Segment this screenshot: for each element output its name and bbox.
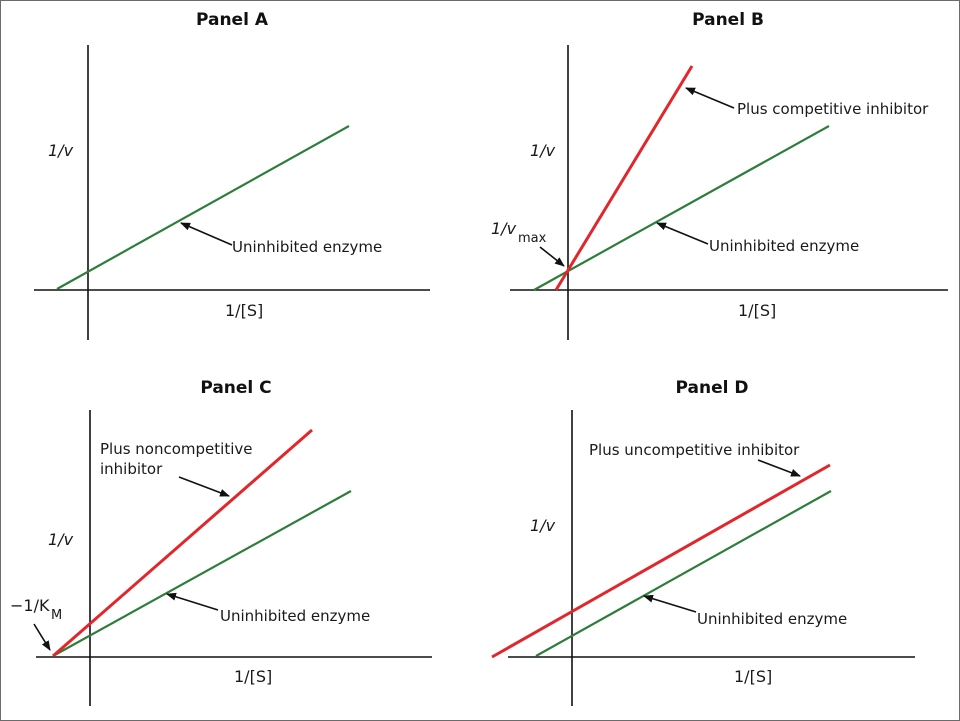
panel-a-uninhibited-label: Uninhibited enzyme xyxy=(232,238,382,256)
panel-c: Panel C 1/v 1/[S] Plus noncompetitive in… xyxy=(10,378,432,706)
panel-d-x-label: 1/[S] xyxy=(734,667,772,686)
panel-c-intercept-label: −1/K M xyxy=(10,596,62,623)
panel-b-intercept-main: 1/v xyxy=(491,219,517,238)
panel-c-noncompetitive-line xyxy=(52,428,313,658)
panel-b-intercept-label: 1/v max xyxy=(491,219,547,246)
panel-c-noncompetitive-label-line1: Plus noncompetitive xyxy=(100,440,252,458)
panel-b-x-label: 1/[S] xyxy=(738,301,776,320)
panel-b-title: Panel B xyxy=(692,10,764,30)
panel-c-intercept-main: −1/K xyxy=(10,596,50,615)
panel-a-arrow xyxy=(180,222,233,246)
panel-d-green-arrow xyxy=(643,594,697,613)
panel-c-x-label: 1/[S] xyxy=(234,667,272,686)
panel-c-intercept-arrow xyxy=(33,623,51,651)
panel-c-green-arrow xyxy=(166,592,219,611)
panel-b-competitive-label: Plus competitive inhibitor xyxy=(737,100,929,118)
panel-b: Panel B 1/v 1/[S] Plus competitive inhib… xyxy=(491,10,948,340)
panel-b-uninhibited-label: Uninhibited enzyme xyxy=(709,237,859,255)
panel-b-green-arrow xyxy=(656,222,709,245)
panel-d-uncompetitive-label: Plus uncompetitive inhibitor xyxy=(589,441,800,459)
panel-c-noncompetitive-label-line2: inhibitor xyxy=(100,460,163,478)
panel-a-x-label: 1/[S] xyxy=(225,301,263,320)
panel-d-y-label: 1/v xyxy=(530,516,556,535)
panel-b-competitive-line xyxy=(554,65,694,291)
panel-c-uninhibited-label: Uninhibited enzyme xyxy=(220,607,370,625)
panel-c-red-arrow xyxy=(178,476,230,497)
panel-c-title: Panel C xyxy=(200,378,271,398)
panel-c-uninhibited-line xyxy=(52,490,352,657)
panel-d-uninhibited-line xyxy=(535,490,832,657)
panel-d-uninhibited-label: Uninhibited enzyme xyxy=(697,610,847,628)
panel-b-red-arrow xyxy=(685,87,735,109)
panel-b-intercept-arrow xyxy=(539,246,565,267)
panel-c-y-label: 1/v xyxy=(48,530,74,549)
panel-b-uninhibited-line xyxy=(533,125,830,291)
panel-a-uninhibited-line xyxy=(56,125,350,290)
panel-a-title: Panel A xyxy=(196,10,269,30)
panel-d-red-arrow xyxy=(757,459,801,477)
panel-b-y-label: 1/v xyxy=(530,141,556,160)
panel-b-intercept-sub: max xyxy=(518,231,547,246)
panel-d-uncompetitive-line xyxy=(491,463,831,659)
panel-a: Panel A 1/v 1/[S] Uninhibited enzyme xyxy=(34,10,430,340)
panel-d: Panel D 1/v 1/[S] Plus uncompetitive inh… xyxy=(491,378,915,706)
panel-c-intercept-sub: M xyxy=(51,608,62,623)
panel-a-y-label: 1/v xyxy=(48,141,74,160)
panel-d-title: Panel D xyxy=(676,378,749,398)
